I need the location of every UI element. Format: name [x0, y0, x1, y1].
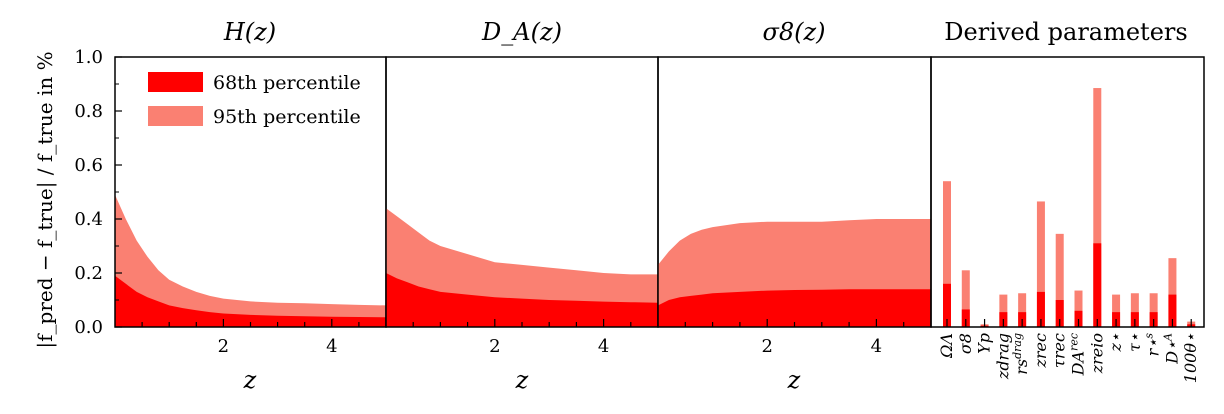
y-axis-label: |f_pred − f_true| / f_true in %: [33, 51, 58, 348]
y-tick-label: 0.4: [74, 209, 103, 230]
bar-95th-percentile: [1168, 258, 1177, 327]
x-tick-label: 4: [598, 336, 609, 357]
y-tick-label: 0.6: [74, 155, 103, 176]
bar-95th-percentile: [1074, 290, 1083, 327]
y-tick-label: 0.0: [74, 317, 103, 338]
category-label: rsdrag: [1011, 333, 1031, 375]
category-label-text: τ⋆: [1125, 333, 1144, 352]
category-label: z⋆: [1106, 333, 1125, 352]
category-label-sup: rec: [1068, 333, 1081, 351]
category-label-text: 100θ⋆: [1181, 333, 1200, 383]
category-label-text: zdrag: [993, 333, 1012, 380]
bar-95th-percentile: [1055, 233, 1064, 327]
area-68th-percentile: [658, 289, 931, 327]
category-label-text: D⋆A: [1161, 333, 1181, 365]
category-label-text: r⋆s: [1143, 333, 1163, 357]
x-tick-label: 2: [761, 336, 772, 357]
x-tick-label: 4: [871, 336, 882, 357]
bar-95th-percentile: [1149, 293, 1158, 327]
category-label-text: Yp: [975, 333, 994, 354]
bar-68th-percentile: [1036, 291, 1045, 327]
category-label: τ⋆: [1125, 333, 1144, 352]
legend-swatch-68: [148, 72, 203, 92]
bar-95th-percentile: [1036, 201, 1045, 327]
category-label: DArec: [1068, 333, 1088, 376]
panel-derived: ΩΛ σ8 Yp zdrag rsdrag zrec τrec DArec zreio z⋆ τ⋆ r…: [930, 56, 1205, 383]
category-label: zreio: [1087, 333, 1106, 374]
y-tick-label: 1.0: [74, 47, 103, 68]
category-label-text: σ8: [956, 333, 975, 354]
category-label: 100θ⋆: [1181, 333, 1200, 383]
category-label-sup: A: [1161, 333, 1174, 342]
category-label-text: z⋆: [1106, 333, 1125, 352]
y-tick-label: 0.2: [74, 263, 103, 284]
category-label-text: DArec: [1068, 333, 1088, 376]
category-label-text: rsdrag: [1011, 333, 1031, 375]
legend-swatch-95: [148, 106, 203, 126]
x-tick-label: 2: [489, 336, 500, 357]
area-68th-percentile: [115, 275, 386, 327]
x-axis-label-hz: z: [243, 366, 257, 394]
panel-title-da: D_A(z): [481, 18, 562, 46]
x-axis-label-sigma8: z: [787, 366, 801, 394]
bar-95th-percentile: [961, 270, 970, 327]
category-label: zrec: [1031, 333, 1050, 369]
category-label-text: zreio: [1087, 333, 1106, 374]
category-label: Yp: [975, 333, 994, 354]
category-label-text: zrec: [1031, 333, 1050, 369]
category-label-sup: s: [1143, 333, 1156, 339]
x-tick-label: 2: [218, 336, 229, 357]
category-label: ΩΛ: [937, 333, 956, 359]
category-label-sup: drag: [1011, 333, 1024, 359]
panel-title-hz: H(z): [223, 18, 276, 46]
legend: 68th percentile 95th percentile: [148, 72, 361, 128]
bar-68th-percentile: [1093, 243, 1102, 327]
bar-95th-percentile: [1093, 88, 1102, 327]
y-tick-labels: 0.0 0.2 0.4 0.6 0.8 1.0: [74, 47, 103, 338]
area-95th-percentile: [115, 194, 386, 327]
bar-68th-percentile: [1055, 300, 1064, 327]
bar-95th-percentile: [1112, 294, 1121, 327]
panel-frame: [930, 56, 1205, 328]
category-label: zdrag: [993, 333, 1012, 380]
category-label: D⋆A: [1161, 333, 1181, 365]
bar-68th-percentile: [943, 283, 951, 327]
bar-95th-percentile: [1018, 293, 1027, 327]
category-label-text: ΩΛ: [937, 333, 956, 359]
legend-label-68: 68th percentile: [213, 72, 361, 94]
category-label-text: τrec: [1050, 333, 1069, 368]
x-tick-label: 4: [326, 336, 337, 357]
area-68th-percentile: [386, 273, 658, 327]
y-axis-label-text: |f_pred − f_true| / f_true in %: [33, 51, 58, 348]
category-label: r⋆s: [1143, 333, 1163, 357]
bar-68th-percentile: [961, 309, 970, 327]
bar-95th-percentile: [943, 181, 951, 327]
bar-68th-percentile: [1168, 294, 1177, 327]
panel-title-derived: Derived parameters: [944, 18, 1187, 46]
panel-title-sigma8: σ8(z): [762, 18, 825, 46]
bar-68th-percentile: [1074, 310, 1083, 327]
category-label: σ8: [956, 333, 975, 354]
bar-95th-percentile: [999, 294, 1008, 327]
y-tick-label: 0.8: [74, 101, 103, 122]
category-label: τrec: [1050, 333, 1069, 368]
bar-95th-percentile: [1130, 293, 1139, 327]
legend-label-95: 95th percentile: [213, 106, 361, 128]
x-axis-label-da: z: [515, 366, 529, 394]
